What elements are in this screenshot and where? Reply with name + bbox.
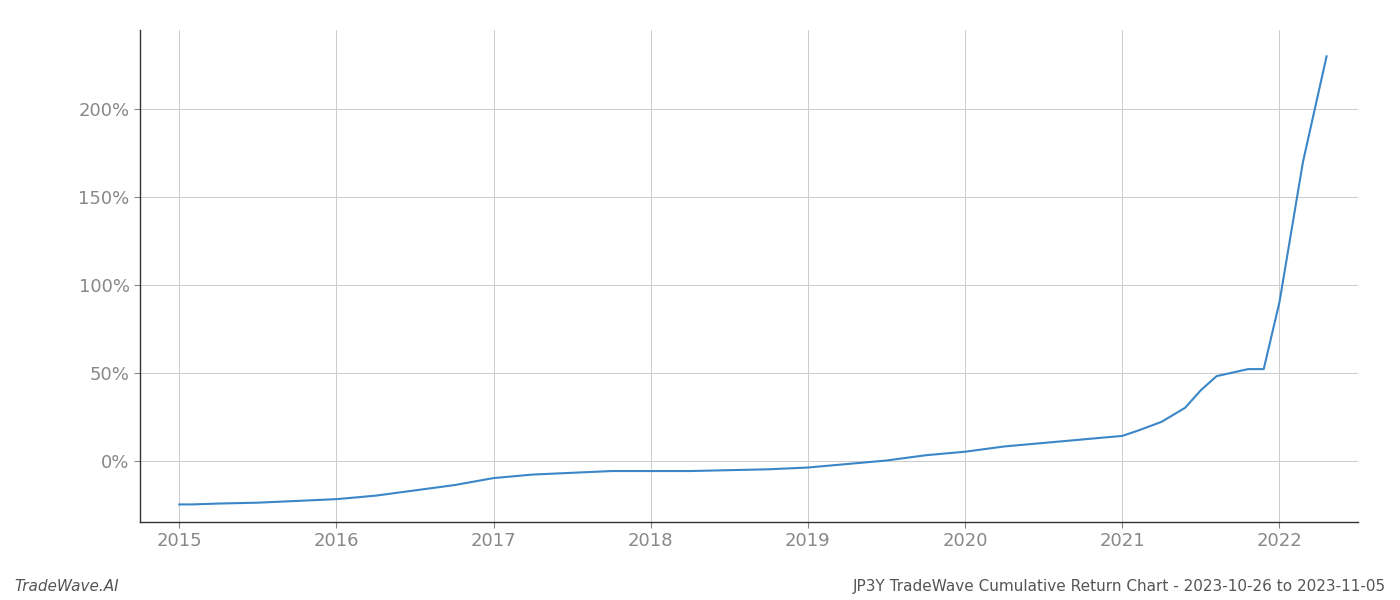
- Text: TradeWave.AI: TradeWave.AI: [14, 579, 119, 594]
- Text: JP3Y TradeWave Cumulative Return Chart - 2023-10-26 to 2023-11-05: JP3Y TradeWave Cumulative Return Chart -…: [853, 579, 1386, 594]
